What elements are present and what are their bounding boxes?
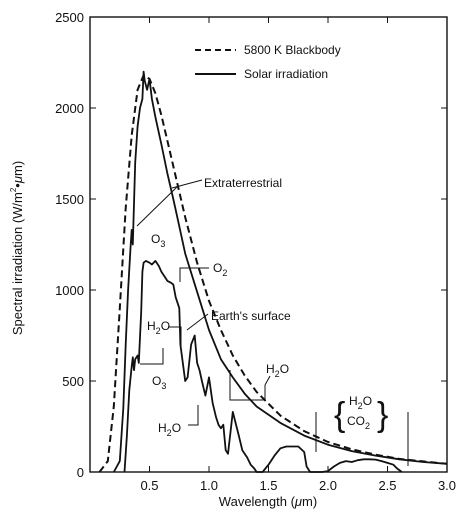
label-earths-surface: Earth's surface [211, 309, 291, 323]
x-tick-label: 2.0 [319, 478, 337, 493]
label-h2o-brace: H2O [349, 394, 372, 411]
annotation-labels: Extraterrestrial O3 O2 Earth's surface H… [147, 176, 388, 438]
o3-bottom-bracket [140, 348, 164, 365]
y-tick-label: 2500 [55, 10, 84, 25]
blackbody-curve [98, 74, 448, 473]
label-extraterrestrial: Extraterrestrial [204, 176, 282, 190]
brace-left-glyph: { [334, 396, 345, 434]
h2o-bottom-bracket [188, 405, 199, 426]
annotations [136, 179, 409, 466]
earths-surface-curve [123, 260, 403, 473]
x-axis-title: Wavelength (μm) [219, 494, 317, 509]
label-o2: O2 [213, 261, 227, 278]
y-tick-label: 1000 [55, 283, 84, 298]
extraterrestrial-pointer-2 [136, 185, 179, 227]
series-layer [98, 70, 448, 473]
x-axis-ticks: 0.5 1.0 1.5 2.0 2.5 3.0 [140, 17, 456, 493]
y-axis-ticks: 0 500 1000 1500 2000 2500 [55, 10, 447, 480]
extraterrestrial-curve [113, 70, 448, 473]
label-co2-brace: CO2 [347, 414, 370, 431]
y-tick-label: 500 [62, 374, 84, 389]
label-o3-top: O3 [151, 232, 165, 249]
legend: 5800 K Blackbody Solar irradiation [195, 43, 341, 81]
y-tick-label: 2000 [55, 101, 84, 116]
label-h2o-left: H2O [147, 319, 170, 336]
legend-label-blackbody: 5800 K Blackbody [244, 43, 341, 57]
h2o-left-bracket [168, 326, 182, 346]
x-tick-label: 3.0 [438, 478, 456, 493]
label-h2o-right: H2O [266, 362, 289, 379]
h2o-right-bracket [229, 370, 266, 401]
label-o3-bottom: O3 [152, 374, 166, 391]
y-axis-title: Spectral irradiation (W/m2•μm) [9, 161, 25, 335]
label-h2o-bottom: H2O [158, 421, 181, 438]
y-tick-label: 1500 [55, 192, 84, 207]
brace-right-glyph: } [377, 396, 388, 434]
y-tick-label: 0 [77, 465, 84, 480]
x-tick-label: 0.5 [140, 478, 158, 493]
x-tick-label: 2.5 [378, 478, 396, 493]
o2-bracket [179, 267, 209, 282]
earths-surface-pointer [186, 313, 209, 331]
h2o-right-leader [264, 375, 271, 386]
legend-label-solar: Solar irradiation [244, 67, 328, 81]
x-tick-label: 1.0 [200, 478, 218, 493]
x-tick-label: 1.5 [259, 478, 277, 493]
